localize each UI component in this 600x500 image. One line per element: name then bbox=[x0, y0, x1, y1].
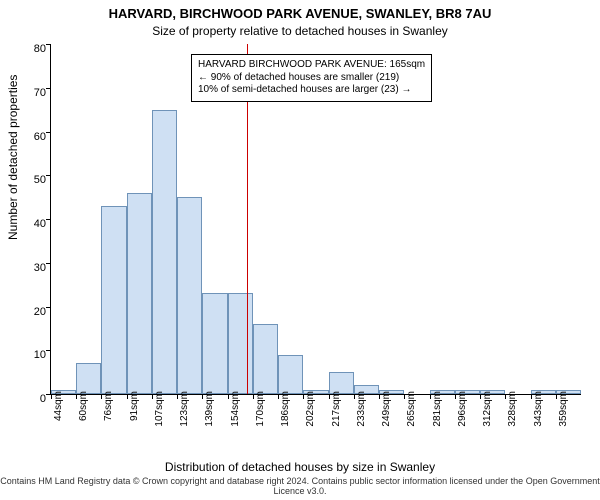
xtick-mark bbox=[354, 394, 355, 399]
annotation-box: HARVARD BIRCHWOOD PARK AVENUE: 165sqm ← … bbox=[191, 54, 432, 102]
annotation-line: ← 90% of detached houses are smaller (21… bbox=[198, 72, 425, 85]
xtick-label: 186sqm bbox=[280, 391, 291, 427]
xtick-label: 60sqm bbox=[78, 391, 89, 421]
annotation-line: HARVARD BIRCHWOOD PARK AVENUE: 165sqm bbox=[198, 59, 425, 72]
histogram-bar bbox=[152, 110, 177, 394]
xtick-label: 296sqm bbox=[457, 391, 468, 427]
histogram-bar bbox=[278, 355, 303, 394]
xtick-label: 217sqm bbox=[331, 391, 342, 427]
xtick-mark bbox=[278, 394, 279, 399]
xtick-mark bbox=[228, 394, 229, 399]
xtick-label: 281sqm bbox=[432, 391, 443, 427]
xtick-label: 249sqm bbox=[381, 391, 392, 427]
chart-title-sub: Size of property relative to detached ho… bbox=[0, 24, 600, 38]
histogram-bar bbox=[177, 197, 202, 394]
ytick-label: 30 bbox=[20, 262, 46, 274]
ytick-mark bbox=[46, 263, 51, 264]
xtick-mark bbox=[480, 394, 481, 399]
ytick-mark bbox=[46, 175, 51, 176]
plot-area: 44sqm60sqm76sqm91sqm107sqm123sqm139sqm15… bbox=[50, 44, 581, 395]
xtick-label: 328sqm bbox=[507, 391, 518, 427]
ytick-label: 0 bbox=[20, 393, 46, 405]
ytick-mark bbox=[46, 88, 51, 89]
attribution-text: Contains HM Land Registry data © Crown c… bbox=[0, 476, 600, 496]
ytick-label: 80 bbox=[20, 43, 46, 55]
xtick-mark bbox=[253, 394, 254, 399]
xtick-mark bbox=[329, 394, 330, 399]
xtick-label: 91sqm bbox=[129, 391, 140, 421]
ytick-label: 10 bbox=[20, 349, 46, 361]
x-axis-label: Distribution of detached houses by size … bbox=[0, 460, 600, 474]
ytick-mark bbox=[46, 132, 51, 133]
histogram-bar bbox=[76, 363, 101, 394]
chart-title-main: HARVARD, BIRCHWOOD PARK AVENUE, SWANLEY,… bbox=[0, 6, 600, 21]
annotation-line: 10% of semi-detached houses are larger (… bbox=[198, 84, 425, 97]
xtick-label: 170sqm bbox=[255, 391, 266, 427]
histogram-bar bbox=[101, 206, 126, 394]
ytick-label: 70 bbox=[20, 87, 46, 99]
histogram-bar bbox=[202, 293, 227, 394]
ytick-label: 40 bbox=[20, 218, 46, 230]
histogram-bar bbox=[253, 324, 278, 394]
xtick-label: 76sqm bbox=[103, 391, 114, 421]
xtick-label: 123sqm bbox=[179, 391, 190, 427]
xtick-label: 343sqm bbox=[533, 391, 544, 427]
ytick-mark bbox=[46, 44, 51, 45]
xtick-mark bbox=[379, 394, 380, 399]
histogram-bar bbox=[127, 193, 152, 394]
histogram-bar bbox=[228, 293, 253, 394]
xtick-label: 265sqm bbox=[406, 391, 417, 427]
xtick-label: 154sqm bbox=[230, 391, 241, 427]
xtick-label: 233sqm bbox=[356, 391, 367, 427]
xtick-label: 202sqm bbox=[305, 391, 316, 427]
xtick-label: 139sqm bbox=[204, 391, 215, 427]
xtick-mark bbox=[430, 394, 431, 399]
xtick-mark bbox=[51, 394, 52, 399]
xtick-mark bbox=[556, 394, 557, 399]
xtick-mark bbox=[455, 394, 456, 399]
xtick-label: 359sqm bbox=[558, 391, 569, 427]
ytick-mark bbox=[46, 350, 51, 351]
ytick-label: 20 bbox=[20, 306, 46, 318]
xtick-label: 107sqm bbox=[154, 391, 165, 427]
ytick-mark bbox=[46, 219, 51, 220]
ytick-label: 60 bbox=[20, 131, 46, 143]
ytick-label: 50 bbox=[20, 174, 46, 186]
xtick-mark bbox=[531, 394, 532, 399]
chart-container: HARVARD, BIRCHWOOD PARK AVENUE, SWANLEY,… bbox=[0, 0, 600, 500]
y-axis-label: Number of detached properties bbox=[6, 75, 20, 240]
xtick-mark bbox=[127, 394, 128, 399]
xtick-label: 312sqm bbox=[482, 391, 493, 427]
xtick-label: 44sqm bbox=[53, 391, 64, 421]
xtick-mark bbox=[152, 394, 153, 399]
ytick-mark bbox=[46, 307, 51, 308]
